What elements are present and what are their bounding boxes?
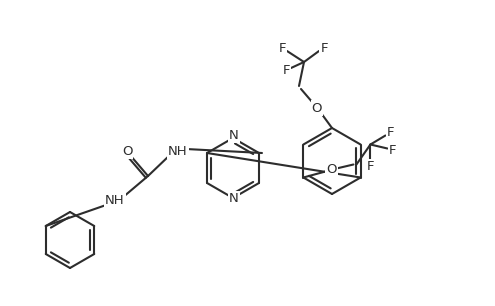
Text: F: F	[387, 126, 394, 139]
Text: NH: NH	[168, 144, 188, 158]
Text: N: N	[229, 192, 239, 206]
Text: F: F	[389, 144, 396, 157]
Text: F: F	[282, 64, 290, 76]
Text: F: F	[320, 42, 328, 54]
Text: F: F	[367, 160, 374, 173]
Text: N: N	[229, 129, 239, 141]
Text: O: O	[312, 102, 322, 114]
Text: F: F	[278, 42, 286, 54]
Text: NH: NH	[105, 195, 125, 207]
Text: O: O	[326, 163, 337, 176]
Text: O: O	[122, 144, 132, 158]
